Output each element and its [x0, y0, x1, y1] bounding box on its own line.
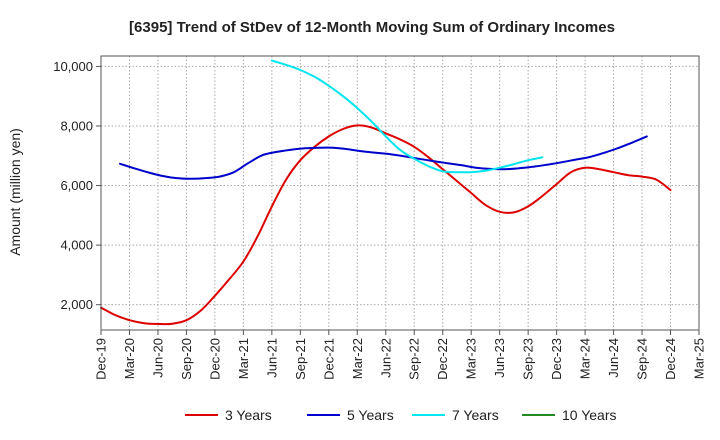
- y-tick-label: 2,000: [60, 297, 93, 312]
- axes: [100, 55, 700, 331]
- x-tick-label: Mar-20: [122, 338, 137, 379]
- legend-label-10-years: 10 Years: [562, 407, 617, 423]
- plot-area: [101, 56, 699, 330]
- x-tick-label: Dec-20: [207, 338, 222, 380]
- x-tick-label: Dec-21: [321, 338, 336, 380]
- x-tick-label: Jun-20: [150, 338, 165, 378]
- y-tick-label: 6,000: [60, 178, 93, 193]
- x-tick-label: Mar-23: [464, 338, 479, 379]
- x-tick-label: Mar-24: [578, 338, 593, 379]
- x-tick-label: Mar-21: [236, 338, 251, 379]
- x-tick-label: Mar-22: [350, 338, 365, 379]
- series-line-7-years: [270, 59, 544, 174]
- x-tick-label: Dec-24: [663, 338, 678, 380]
- x-tick-label: Sep-22: [407, 338, 422, 380]
- y-tick-label: 10,000: [53, 59, 93, 74]
- series-line-5-years: [119, 135, 648, 180]
- x-tick-label: Jun-23: [492, 338, 507, 378]
- x-tick-label: Sep-20: [179, 338, 194, 380]
- plot-background: [101, 56, 699, 330]
- legend: 3 Years 5 Years 7 Years 10 Years: [185, 407, 617, 423]
- y-axis-label: Amount (million yen): [7, 128, 23, 256]
- x-tick-label: Sep-24: [635, 338, 650, 380]
- legend-label-5-years: 5 Years: [347, 407, 394, 423]
- x-tick-label: Sep-21: [293, 338, 308, 380]
- x-tick-label: Dec-23: [549, 338, 564, 380]
- y-tick-labels: 2,000 4,000 6,000 8,000 10,000: [53, 59, 101, 312]
- series-line-3-years: [100, 124, 672, 326]
- x-tick-label: Mar-25: [692, 338, 707, 379]
- x-tick-label: Dec-19: [94, 338, 109, 380]
- x-tick-label: Jun-21: [264, 338, 279, 378]
- legend-label-3-years: 3 Years: [225, 407, 272, 423]
- x-tick-label: Jun-22: [378, 338, 393, 378]
- chart-title: [6395] Trend of StDev of 12-Month Moving…: [129, 19, 615, 36]
- y-tick-label: 8,000: [60, 118, 93, 133]
- x-tick-label: Jun-24: [606, 338, 621, 378]
- plot-frame: [100, 55, 700, 331]
- y-tick-label: 4,000: [60, 238, 93, 253]
- x-tick-label: Dec-22: [435, 338, 450, 380]
- x-tick-label: Sep-23: [521, 338, 536, 380]
- series-lines: [100, 59, 672, 326]
- x-tick-labels: Dec-19 Mar-20 Jun-20 Sep-20 Dec-20 Mar-21 Jun-…: [94, 330, 707, 380]
- legend-label-7-years: 7 Years: [452, 407, 499, 423]
